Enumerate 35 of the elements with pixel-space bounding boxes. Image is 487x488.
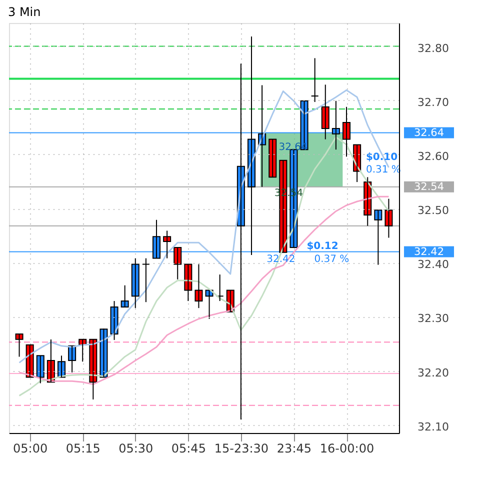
candlestick — [268, 138, 277, 178]
annotation: $0.10 — [366, 152, 398, 164]
annotation: 32.54 — [274, 188, 304, 200]
x-tick-label: 05:30 — [118, 442, 154, 456]
x-tick-label: 16-00:00 — [320, 442, 374, 456]
y-tick-label: 32.40 — [418, 258, 449, 272]
y-tick-label: 32.80 — [418, 42, 449, 55]
y-tick-label: 32.10 — [418, 420, 449, 434]
x-tick-label: 15-23:30 — [214, 442, 269, 456]
x-tick-label: 23:45 — [276, 442, 312, 456]
y-tick-label: 32.20 — [418, 366, 449, 380]
annotation: 0.37 % — [314, 254, 350, 265]
candlestick — [194, 264, 203, 309]
x-tick-label: 05:45 — [171, 442, 206, 456]
candlestick — [15, 334, 24, 358]
x-tick-label: 05:00 — [13, 442, 48, 456]
y-tick-label: 32.70 — [418, 96, 449, 109]
y-tick-label: 32.60 — [418, 150, 449, 163]
ref-line-label: 32.54 — [414, 180, 444, 193]
candlestick — [163, 230, 172, 259]
candlestick — [120, 284, 129, 308]
ref-line-label: 32.42 — [414, 246, 444, 258]
annotation: $0.12 — [306, 241, 338, 252]
candlestick — [152, 219, 160, 259]
y-tick-label: 32.50 — [418, 204, 449, 218]
annotation: 32.42 — [266, 254, 296, 265]
candlestick — [310, 58, 319, 102]
candlestick — [332, 100, 340, 150]
ref-line-label: 32.64 — [414, 126, 444, 139]
chart-title: 3 Min — [8, 5, 41, 19]
candlestick — [26, 344, 34, 378]
y-tick-label: 32.30 — [418, 312, 449, 326]
x-tick-label: 05:15 — [66, 442, 100, 456]
candlestick — [374, 210, 382, 266]
candlestick — [142, 258, 150, 303]
